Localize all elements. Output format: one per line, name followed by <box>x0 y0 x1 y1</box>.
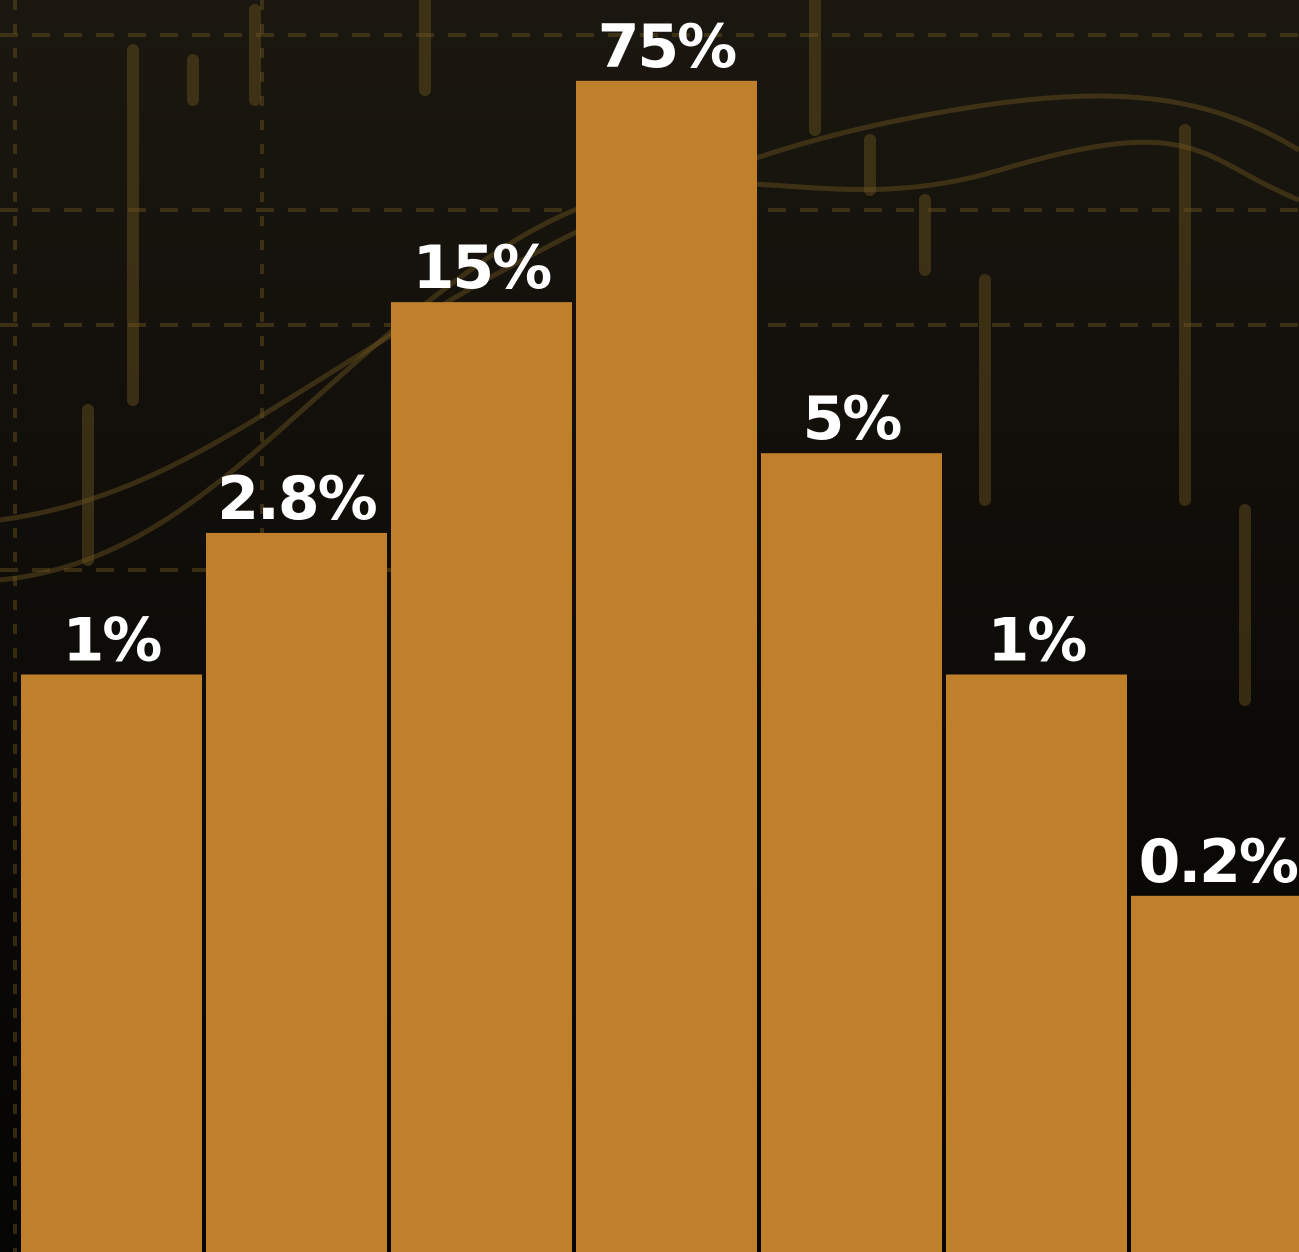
bar <box>576 80 757 1252</box>
plot-area: 1% 2.8% 15% 75% 5% 1% 0.2% <box>21 12 1299 1252</box>
bar <box>1131 895 1299 1252</box>
bar <box>391 302 572 1252</box>
value-label: 75% <box>598 12 736 82</box>
value-label: 1% <box>988 606 1087 676</box>
value-label: 15% <box>413 233 551 303</box>
decor-candles <box>82 0 1251 706</box>
bar <box>206 532 387 1252</box>
value-label: 2.8% <box>217 464 376 534</box>
bar <box>761 453 942 1252</box>
value-label: 0.2% <box>1139 827 1298 897</box>
bar <box>21 674 202 1252</box>
value-label: 5% <box>803 384 902 454</box>
bar <box>946 674 1127 1252</box>
value-label: 1% <box>63 606 162 676</box>
